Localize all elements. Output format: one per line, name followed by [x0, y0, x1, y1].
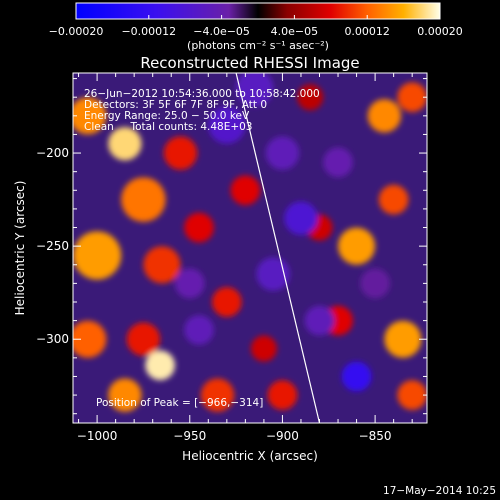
y-tick-label: −250: [36, 239, 69, 253]
emission-blob: [367, 99, 402, 133]
emission-blob: [384, 320, 422, 358]
x-tick-label: −850: [359, 429, 392, 443]
emission-blob: [126, 322, 161, 356]
x-tick-label: −1000: [77, 429, 118, 443]
annotation-energy-range: Energy Range: 25.0 − 50.0 keV: [84, 110, 250, 122]
solar-limb-line: [235, 73, 321, 423]
emission-blob: [108, 127, 142, 161]
emission-blob: [397, 380, 427, 410]
colorbar-frame: [75, 2, 441, 20]
emission-blob: [341, 361, 372, 392]
emission-blob: [230, 175, 261, 206]
annotation-detectors: Detectors: 3F 5F 6F 7F 8F 9F, Att 0: [84, 99, 267, 111]
emission-blob: [297, 84, 324, 111]
emission-blob: [304, 305, 335, 336]
emission-blob: [397, 82, 427, 113]
colorbar-gradient: [76, 3, 440, 19]
colorbar-tick-label: 4.0e−05: [271, 25, 318, 38]
peak-position-label: Position of Peak = [−966,−314]: [96, 397, 263, 409]
y-tick-label: −200: [36, 146, 69, 160]
annotation-clean-counts: Clean Total counts: 4.48E+03: [84, 121, 253, 133]
emission-blob: [338, 227, 376, 265]
x-axis: −1000 −950 −900 −850: [77, 73, 413, 443]
x-axis-label: Heliocentric X (arcsec): [182, 449, 318, 463]
emission-blob: [256, 257, 290, 291]
emission-blob: [73, 231, 122, 280]
colorbar-tick-label: −4.0e−05: [193, 25, 250, 38]
colorbar-tick-label: 0.00020: [417, 25, 463, 38]
footer-timestamp: 17−May−2014 10:25: [383, 485, 496, 497]
emission-blob: [323, 147, 353, 178]
emission-blob: [236, 73, 274, 107]
y-axis-label: Heliocentric Y (arcsec): [13, 181, 27, 316]
emission-blob: [108, 378, 142, 412]
emission-blob: [250, 335, 277, 362]
colorbar-tick-label: −0.00012: [121, 25, 176, 38]
plot-frame: [72, 72, 428, 424]
emission-blob: [121, 177, 166, 222]
emission-blob: [208, 106, 246, 144]
x-tick-label: −900: [266, 429, 299, 443]
emission-blob: [163, 136, 198, 170]
colorbar-tick-label: 0.00012: [344, 25, 390, 38]
emission-blob: [378, 184, 409, 215]
emission-blob: [184, 212, 214, 243]
colorbar-tick-label: −0.00020: [49, 25, 104, 38]
emission-blob: [174, 268, 205, 299]
y-tick-label: −300: [36, 332, 69, 346]
emission-blob: [73, 320, 107, 358]
emission-blob: [265, 136, 300, 170]
colorbar: −0.00020 −0.00012 −4.0e−05 4.0e−05 0.00012 0.…: [49, 2, 463, 52]
y-axis: −200 −250 −300: [36, 78, 427, 415]
chart-title: Reconstructed RHESSI Image: [140, 54, 359, 72]
emission-map: [73, 73, 427, 412]
emission-blob: [143, 246, 181, 284]
annotation-time-range: 26−Jun−2012 10:54:36.000 to 10:58:42.000: [84, 88, 320, 100]
colorbar-units: (photons cm⁻² s⁻¹ asec⁻²): [187, 39, 329, 52]
emission-blob: [73, 97, 107, 135]
emission-blob: [145, 350, 175, 381]
plot-area: [73, 73, 427, 423]
colorbar-ticks: −0.00020 −0.00012 −4.0e−05 4.0e−05 0.00012 0.…: [49, 15, 463, 38]
emission-blob: [284, 201, 318, 235]
emission-blob: [360, 268, 390, 299]
emission-blob: [184, 315, 214, 345]
emission-blob: [200, 378, 235, 412]
observation-info: 26−Jun−2012 10:54:36.000 to 10:58:42.000…: [84, 88, 320, 133]
emission-blob: [267, 380, 298, 410]
emission-blob: [212, 287, 242, 317]
x-tick-label: −950: [173, 429, 206, 443]
